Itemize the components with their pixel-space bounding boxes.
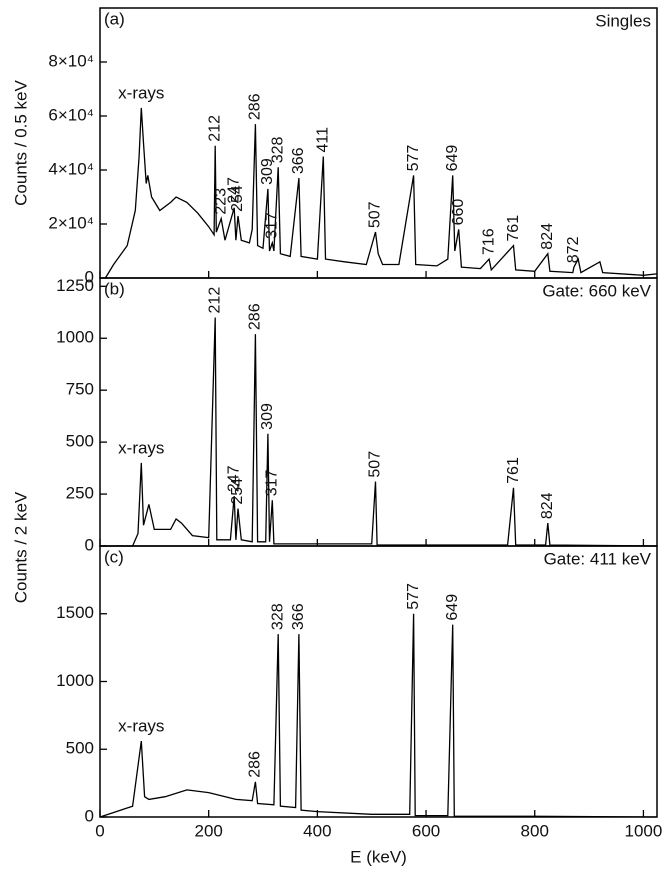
peak-label: 366 (290, 147, 307, 174)
peak-label: 824 (539, 223, 556, 250)
y-axis-label: Counts / 2 keV (11, 491, 30, 603)
spectrum (104, 107, 657, 279)
peak-label: 247 (225, 177, 242, 204)
peak-label: 286 (247, 93, 264, 120)
peak-label: 254 (229, 185, 246, 212)
spectrum (100, 317, 657, 547)
y-tick-label: 500 (66, 432, 94, 451)
y-tick-label: 1250 (56, 276, 94, 295)
peak-label: 223 (212, 188, 229, 215)
panel-title: Gate: 411 keV (544, 549, 652, 568)
y-axis-label: Counts / 0.5 keV (11, 80, 30, 206)
peak-label: 317 (263, 212, 280, 239)
peak-label: 761 (505, 215, 522, 242)
y-tick-label: 0 (85, 806, 94, 825)
y-tick-label: 750 (66, 380, 94, 399)
peak-label: 824 (539, 492, 556, 519)
peak-label: 649 (444, 145, 461, 172)
y-tick-label: 0 (85, 535, 94, 554)
panel-label: (c) (104, 547, 124, 566)
x-axis-label: E (keV) (350, 847, 407, 866)
x-tick-label: 200 (194, 821, 222, 840)
spectrum (99, 613, 657, 818)
x-tick-label: 600 (412, 821, 440, 840)
x-tick-label: 1000 (625, 821, 663, 840)
panel-title: Gate: 660 keV (542, 281, 651, 300)
peak-label: 507 (367, 451, 384, 478)
peak-label: 212 (206, 287, 223, 314)
peak-label: 872 (565, 236, 582, 263)
y-tick-label: 500 (66, 739, 94, 758)
panel-frame (99, 277, 658, 547)
xrays-label: x-rays (118, 83, 164, 102)
x-tick-label: 400 (303, 821, 331, 840)
peak-label: 328 (269, 137, 286, 164)
peak-label: 366 (290, 603, 307, 630)
peak-label: 761 (505, 457, 522, 484)
peak-label: 328 (269, 603, 286, 630)
peak-label: 577 (405, 583, 422, 610)
y-tick-label: 8×10⁴ (48, 51, 94, 70)
peak-label: 649 (444, 594, 461, 621)
peak-label: 507 (367, 201, 384, 228)
y-tick-label: 1000 (56, 671, 94, 690)
y-tick-label: 1000 (56, 328, 94, 347)
peak-label: 577 (405, 145, 422, 172)
peak-label: 286 (247, 303, 264, 330)
peak-label: 254 (229, 478, 246, 505)
panel-label: (b) (104, 279, 125, 298)
panel-label: (a) (104, 9, 125, 28)
peak-label: 309 (259, 403, 276, 430)
peak-label: 247 (225, 465, 242, 492)
y-tick-label: 250 (66, 484, 94, 503)
panel-title: Singles (595, 11, 651, 30)
peak-label: 716 (480, 228, 497, 255)
y-tick-label: 0 (85, 267, 94, 286)
peak-label: 309 (259, 158, 276, 185)
peak-label: 317 (263, 469, 280, 496)
x-tick-label: 0 (95, 821, 104, 840)
peak-label: 286 (247, 751, 264, 778)
y-tick-label: 6×10⁴ (48, 105, 94, 124)
peak-label: 660 (450, 199, 467, 226)
panel-frame (99, 545, 658, 818)
y-tick-label: 2×10⁴ (48, 213, 94, 232)
peak-label: 212 (206, 115, 223, 142)
y-tick-label: 4×10⁴ (48, 159, 94, 178)
y-tick-label: 1500 (56, 603, 94, 622)
peak-label: 411 (315, 127, 332, 153)
x-tick-label: 800 (521, 821, 549, 840)
xrays-label: x-rays (118, 438, 164, 457)
xrays-label: x-rays (118, 717, 164, 736)
